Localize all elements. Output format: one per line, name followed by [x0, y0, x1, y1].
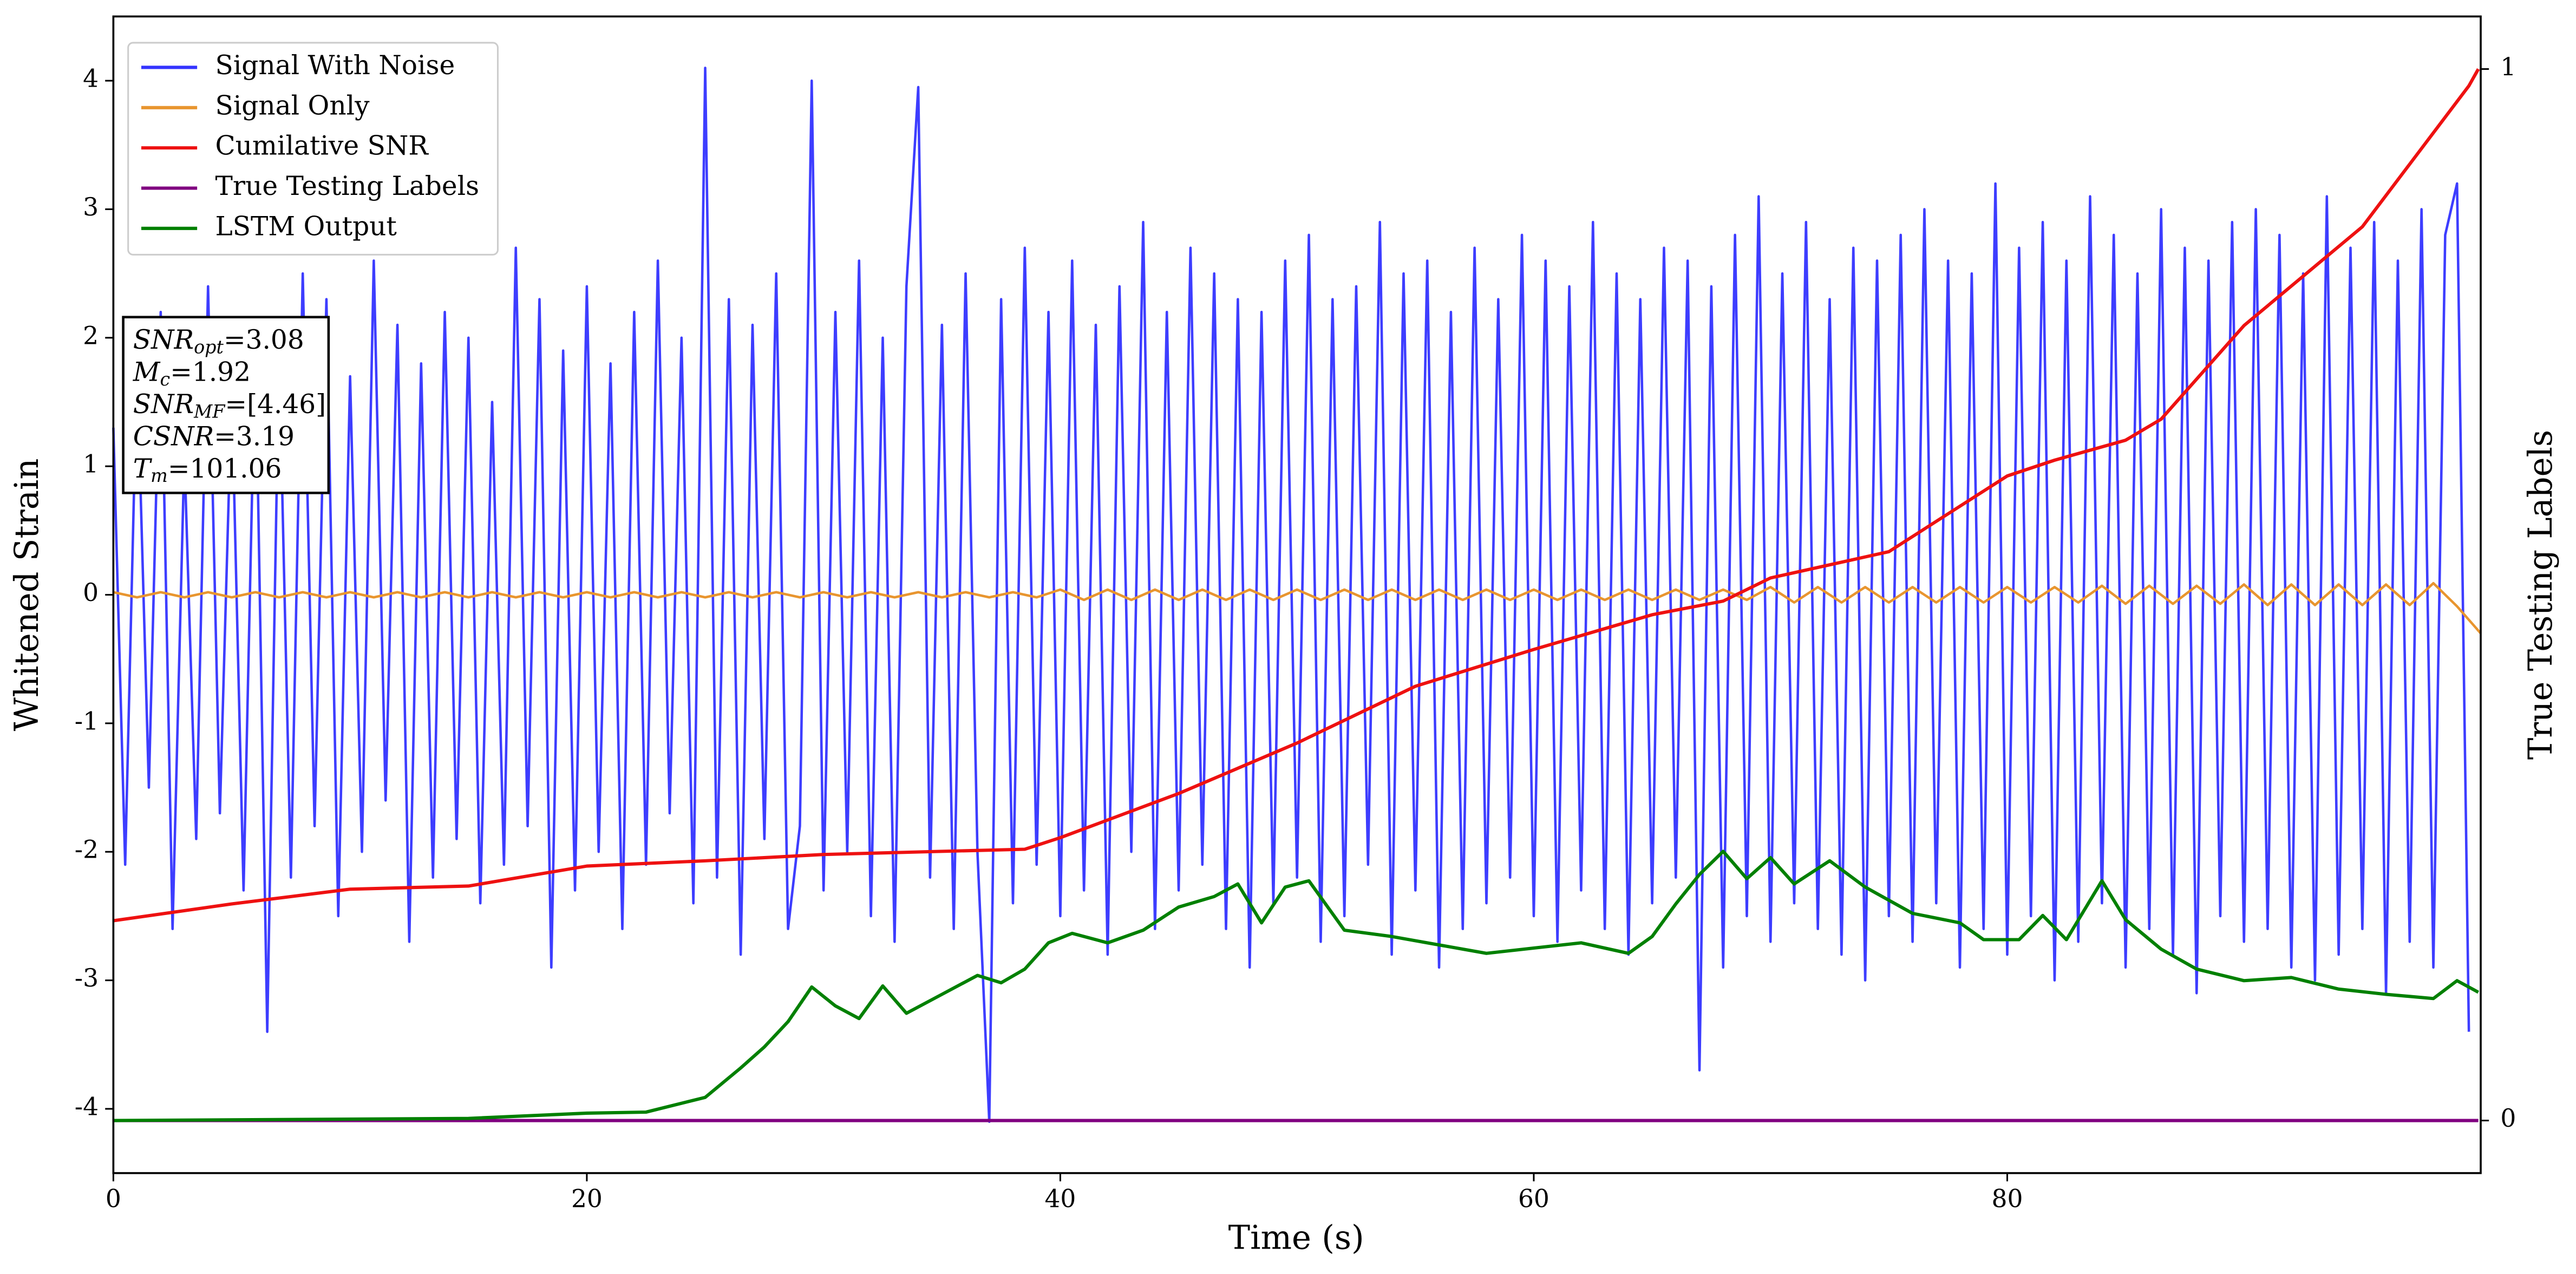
series-line [113, 850, 2480, 1122]
legend-label: LSTM Output [215, 211, 397, 241]
annotation-value: =3.19 [214, 421, 295, 452]
y2-tick-label: 0 [2500, 1104, 2516, 1133]
annotation-symbol: SNR [133, 389, 194, 420]
x-tick-label: 40 [1044, 1185, 1076, 1213]
x-tick-label: 60 [1518, 1185, 1549, 1213]
annotation-value: =[4.46] [225, 389, 326, 420]
annotation-line: SNRMF=[4.46] [133, 389, 326, 422]
y-axis-label: Whitened Strain [8, 459, 46, 731]
annotation-symbol: CSNR [133, 421, 214, 452]
series-line [112, 67, 2470, 1123]
legend-label: Signal Only [215, 90, 370, 121]
annotation-value: =101.06 [168, 454, 282, 484]
x-tick-label: 80 [1992, 1185, 2023, 1213]
annotation-symbol: T [133, 454, 153, 484]
annotation-subscript: opt [194, 336, 224, 357]
annotation-value: =1.92 [170, 357, 251, 387]
annotation-line: CSNR=3.19 [133, 421, 295, 452]
y-tick-label: 4 [83, 64, 99, 93]
plot-area [112, 67, 2482, 1123]
annotation-subscript: MF [193, 401, 226, 422]
y2-tick-label: 1 [2500, 53, 2516, 81]
legend-label: Cumilative SNR [215, 131, 429, 161]
y-tick-label: 3 [83, 193, 99, 221]
series-line [113, 582, 2482, 635]
annotation-subscript: m [151, 465, 168, 486]
annotation: SNRopt=3.08Mc=1.92SNRMF=[4.46]CSNR=3.19T… [122, 316, 330, 494]
y-tick-label: 0 [83, 578, 99, 607]
legend: Signal With Noise Signal Only Cumilative S… [127, 42, 499, 256]
annotation-subscript: c [160, 369, 171, 390]
legend-label: True Testing Labels [215, 171, 480, 201]
y-tick-label: 1 [83, 450, 99, 479]
y-tick-label: -3 [75, 964, 99, 992]
x-axis-label: Time (s) [1228, 1219, 1364, 1257]
legend-label: Signal With Noise [215, 50, 455, 81]
y2-axis-label: True Testing Labels [2522, 430, 2560, 760]
annotation-value: =3.08 [224, 325, 304, 355]
y-tick-label: 2 [83, 321, 99, 350]
y-tick-label: -1 [75, 707, 99, 735]
series-line [113, 68, 2480, 923]
y-tick-label: -2 [75, 835, 99, 864]
annotation-box [122, 316, 330, 494]
annotation-line: Mc=1.92 [133, 357, 251, 390]
x-tick-label: 0 [106, 1185, 121, 1213]
annotation-line: Tm=101.06 [133, 454, 282, 487]
annotation-line: SNRopt=3.08 [133, 325, 304, 358]
y-tick-label: -4 [75, 1092, 99, 1121]
legend-box [127, 42, 499, 256]
annotation-symbol: SNR [133, 325, 194, 355]
x-tick-label: 20 [571, 1185, 603, 1213]
annotation-symbol: M [133, 357, 161, 387]
